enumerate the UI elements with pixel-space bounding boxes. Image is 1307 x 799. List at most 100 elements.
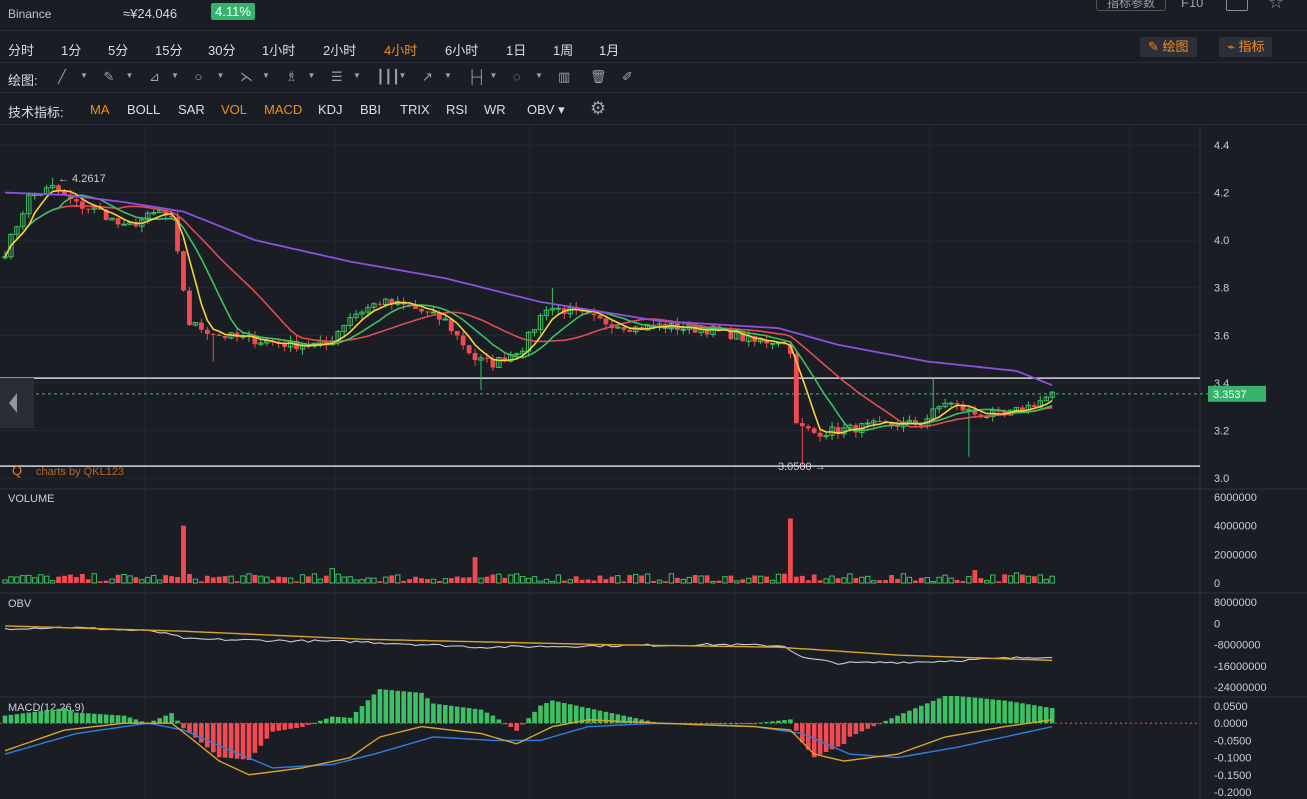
candle xyxy=(389,299,395,305)
chevron-down-icon[interactable]: ▼ xyxy=(80,71,88,80)
brush-icon: ✎ xyxy=(1148,39,1163,54)
chevron-down-icon[interactable]: ▼ xyxy=(398,71,407,80)
macd-hist-bar xyxy=(794,723,799,731)
ray-tool-icon[interactable]: ⊿ ▼ xyxy=(149,69,185,87)
zigzag-tool-icon[interactable]: ⋋ ▼ xyxy=(240,69,276,87)
candle xyxy=(252,335,258,345)
gann-tool-icon[interactable]: ┃┃┃ ▼ xyxy=(377,69,413,87)
volume-bar xyxy=(543,578,550,584)
macd-hist-bar xyxy=(312,722,317,724)
ma20-line xyxy=(4,204,1053,428)
measure-tool-icon[interactable]: ├┤ ▼ xyxy=(468,69,504,87)
param-button[interactable]: 指标参数 xyxy=(1096,0,1167,11)
chevron-down-icon[interactable]: ▼ xyxy=(353,71,361,80)
macd-hist-bar xyxy=(300,723,305,727)
arrow-tool-icon[interactable]: ↗ ▼ xyxy=(422,69,458,87)
volume-bar xyxy=(175,576,180,583)
indicator-boll[interactable]: BOLL xyxy=(127,102,161,117)
indicator-toggle-button[interactable]: ⌁ 指标 xyxy=(1219,37,1273,57)
indicator-ma[interactable]: MA xyxy=(90,102,110,117)
macd-hist-bar xyxy=(936,698,942,724)
fib-tool-icon[interactable]: ☰ ▼ xyxy=(331,69,367,87)
candle xyxy=(175,217,180,252)
circle-tool-icon[interactable]: ○ ▼ xyxy=(195,69,231,87)
line-tool-icon[interactable]: ╱ ▼ xyxy=(58,69,94,87)
tab-period-11[interactable]: 1月 xyxy=(599,43,620,58)
obv-tick-4: -24000000 xyxy=(1214,682,1267,694)
high-price-label: ← 4.2617 xyxy=(58,173,106,185)
candle xyxy=(519,350,526,355)
indicator-vol[interactable]: VOL xyxy=(221,102,248,117)
chevron-down-icon[interactable]: ▼ xyxy=(216,71,225,80)
trash-icon[interactable]: 🗑 xyxy=(590,69,607,84)
volume-bar xyxy=(127,575,133,584)
volume-bar xyxy=(906,576,913,584)
macd-hist-bar xyxy=(573,705,579,724)
volume-bar xyxy=(716,580,722,583)
tab-period-4[interactable]: 30分 xyxy=(208,43,236,58)
bars-icon[interactable]: ▥ xyxy=(558,69,571,84)
draw-toggle-button[interactable]: ✎ 绘图 xyxy=(1140,37,1197,57)
macd-hist-bar xyxy=(913,708,918,724)
fullscreen-icon[interactable] xyxy=(1226,0,1248,11)
macd-hist-bar xyxy=(556,701,561,724)
indicator-sar[interactable]: SAR xyxy=(178,102,205,117)
tab-period-6[interactable]: 2小时 xyxy=(323,43,357,58)
f10-button[interactable]: F10 xyxy=(1181,0,1204,10)
volume-bar xyxy=(282,577,288,583)
macd-hist-bar xyxy=(930,700,936,724)
chevron-down-icon[interactable]: ▼ xyxy=(444,71,452,80)
chevron-down-icon[interactable]: ▼ xyxy=(171,71,179,80)
indicator-trix[interactable]: TRIX xyxy=(400,102,430,117)
brush-icon[interactable]: ✐ xyxy=(622,69,633,84)
indicator-macd[interactable]: MACD xyxy=(264,102,303,117)
tab-period-8[interactable]: 6小时 xyxy=(445,43,479,58)
volume-bar xyxy=(56,576,61,583)
tab-period-2[interactable]: 5分 xyxy=(108,43,129,58)
tab-period-1[interactable]: 1分 xyxy=(61,43,82,58)
pattern-tool-icon[interactable]: ♗ ▼ xyxy=(286,69,322,87)
macd-tick-3: -0.1000 xyxy=(1214,753,1251,765)
macd-hist-bar xyxy=(502,723,508,725)
candle xyxy=(1020,407,1025,412)
volume-bar xyxy=(1002,574,1007,583)
macd-hist-bar xyxy=(829,723,835,750)
price-chart[interactable]: 4.44.24.03.83.63.43.23.03.3537← 4.26173.… xyxy=(0,125,1307,799)
volume-bar xyxy=(561,580,567,583)
macd-hist-bar xyxy=(2,715,8,724)
chevron-down-icon[interactable]: ▼ xyxy=(535,71,543,80)
tab-period-10[interactable]: 1周 xyxy=(553,43,574,58)
macd-hist-bar xyxy=(252,723,258,753)
tab-period-0[interactable]: 分时 xyxy=(8,43,35,58)
gear-icon[interactable]: ⚙ xyxy=(590,98,607,118)
indicator-rsi[interactable]: RSI xyxy=(446,102,468,117)
chevron-down-icon[interactable]: ▼ xyxy=(307,71,316,80)
pen-tool-icon[interactable]: ✎ ▼ xyxy=(104,69,140,87)
tab-period-9[interactable]: 1日 xyxy=(506,43,527,58)
macd-hist-bar xyxy=(1043,707,1049,724)
macd-hist-bar xyxy=(960,696,966,724)
volume-bar xyxy=(1049,575,1055,584)
chevron-left-icon[interactable] xyxy=(9,393,17,413)
star-icon[interactable]: ☆ xyxy=(1268,0,1285,12)
tab-period-3[interactable]: 15分 xyxy=(155,43,183,58)
comment-tool-icon[interactable]: ◌ ▼ xyxy=(513,69,549,87)
candle xyxy=(889,422,894,426)
tab-period-5[interactable]: 1小时 xyxy=(262,43,296,58)
indicator-kdj[interactable]: KDJ xyxy=(318,102,343,117)
macd-hist-bar xyxy=(419,692,424,724)
indicator-wr[interactable]: WR xyxy=(484,102,506,117)
candle xyxy=(145,212,151,221)
candle xyxy=(484,357,490,359)
volume-bar xyxy=(900,573,907,584)
chevron-down-icon[interactable]: ▼ xyxy=(125,71,134,80)
volume-bar xyxy=(329,568,335,584)
chevron-down-icon[interactable]: ▼ xyxy=(489,71,498,80)
macd-hist-bar xyxy=(448,705,454,724)
chevron-down-icon[interactable]: ▼ xyxy=(262,71,270,80)
volume-bar xyxy=(353,579,359,584)
tab-period-7[interactable]: 4小时 xyxy=(384,43,418,58)
indicator-obv[interactable]: OBV ▾ xyxy=(527,102,565,117)
indicator-bbi[interactable]: BBI xyxy=(360,102,381,117)
macd-tick-5: -0.2000 xyxy=(1214,787,1251,799)
